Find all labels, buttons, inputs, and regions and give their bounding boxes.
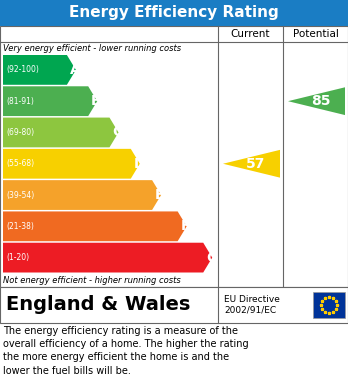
Polygon shape bbox=[3, 118, 119, 147]
Text: EU Directive
2002/91/EC: EU Directive 2002/91/EC bbox=[224, 295, 280, 315]
Text: B: B bbox=[91, 94, 102, 108]
Text: Current: Current bbox=[231, 29, 270, 39]
Text: (81-91): (81-91) bbox=[6, 97, 34, 106]
Polygon shape bbox=[223, 150, 280, 178]
Text: Very energy efficient - lower running costs: Very energy efficient - lower running co… bbox=[3, 44, 181, 53]
Text: (21-38): (21-38) bbox=[6, 222, 34, 231]
Text: C: C bbox=[112, 126, 123, 140]
Bar bbox=[0, 0, 348, 26]
Polygon shape bbox=[3, 212, 187, 241]
Text: D: D bbox=[134, 157, 145, 171]
Bar bbox=[0, 26, 348, 287]
Text: E: E bbox=[155, 188, 165, 202]
Text: G: G bbox=[206, 251, 218, 265]
Text: 57: 57 bbox=[246, 157, 265, 171]
Text: The energy efficiency rating is a measure of the
overall efficiency of a home. T: The energy efficiency rating is a measur… bbox=[3, 326, 248, 376]
Text: F: F bbox=[181, 219, 190, 233]
Text: (1-20): (1-20) bbox=[6, 253, 29, 262]
Text: 85: 85 bbox=[311, 94, 330, 108]
Text: Potential: Potential bbox=[293, 29, 339, 39]
Polygon shape bbox=[3, 86, 97, 116]
Text: Energy Efficiency Rating: Energy Efficiency Rating bbox=[69, 5, 279, 20]
Text: England & Wales: England & Wales bbox=[6, 296, 190, 314]
Text: A: A bbox=[70, 63, 81, 77]
Polygon shape bbox=[3, 243, 212, 273]
Text: (92-100): (92-100) bbox=[6, 65, 39, 74]
Polygon shape bbox=[3, 149, 140, 179]
Polygon shape bbox=[288, 87, 345, 115]
Text: (69-80): (69-80) bbox=[6, 128, 34, 137]
Text: Not energy efficient - higher running costs: Not energy efficient - higher running co… bbox=[3, 276, 181, 285]
Polygon shape bbox=[3, 180, 161, 210]
Polygon shape bbox=[3, 55, 76, 85]
Bar bbox=[313, 292, 345, 318]
Text: (55-68): (55-68) bbox=[6, 159, 34, 168]
Text: (39-54): (39-54) bbox=[6, 190, 34, 199]
Bar bbox=[0, 287, 348, 323]
